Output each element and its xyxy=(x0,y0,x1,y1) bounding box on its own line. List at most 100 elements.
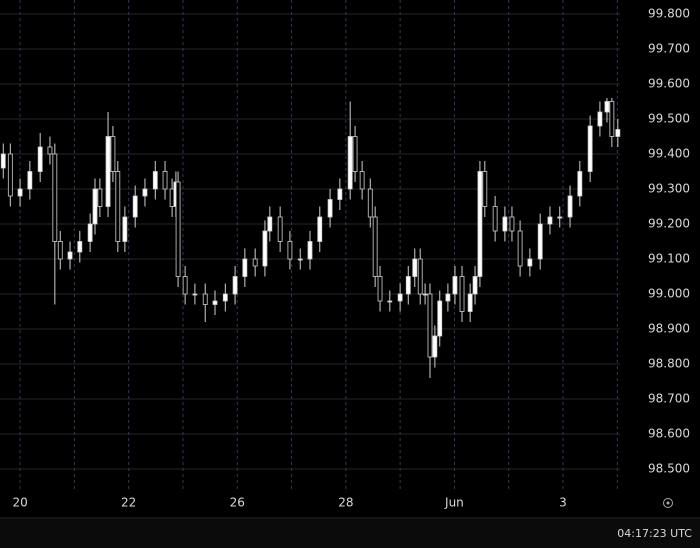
candle-body xyxy=(422,293,428,296)
x-tick-label: 20 xyxy=(12,496,27,510)
candle-body xyxy=(577,171,583,197)
candle-body xyxy=(92,188,98,225)
candle-body xyxy=(0,153,6,169)
plot-area xyxy=(0,0,621,490)
candle-body xyxy=(397,293,403,302)
candle-body xyxy=(277,216,283,242)
status-time: 04:17:23 UTC xyxy=(617,527,692,540)
candle-body xyxy=(467,293,473,312)
y-tick-label: 98.600 xyxy=(648,427,690,441)
y-tick-label: 99.600 xyxy=(648,77,690,91)
candle-body xyxy=(202,293,208,305)
candle-body xyxy=(232,276,238,295)
candle-body xyxy=(587,125,593,172)
candle-body xyxy=(182,276,188,295)
candle-body xyxy=(459,276,465,312)
candle-body xyxy=(105,136,111,207)
y-tick-label: 99.100 xyxy=(648,252,690,266)
candle-body xyxy=(527,258,533,267)
candle-body xyxy=(267,216,273,232)
candle-body xyxy=(327,199,333,218)
x-tick-label: Jun xyxy=(444,496,464,510)
candle-body xyxy=(222,293,228,302)
candle-body xyxy=(132,195,138,218)
y-tick-label: 98.500 xyxy=(648,462,690,476)
candle-body xyxy=(387,300,393,303)
candle-body xyxy=(372,216,378,277)
y-tick-label: 99.800 xyxy=(648,7,690,21)
candle-body xyxy=(604,101,610,113)
candle-body xyxy=(110,136,116,172)
x-tick-label: 28 xyxy=(338,496,353,510)
candle-body xyxy=(412,258,418,277)
candle-body xyxy=(317,216,323,242)
candle-body xyxy=(502,216,508,232)
y-tick-label: 98.900 xyxy=(648,322,690,336)
candle-body xyxy=(57,241,63,260)
x-tick-label: 3 xyxy=(559,496,567,510)
candle-body xyxy=(537,223,543,260)
candle-body xyxy=(337,188,343,200)
candle-body xyxy=(367,188,373,218)
candle-body xyxy=(52,153,58,242)
candle-body xyxy=(252,258,258,267)
candle-body xyxy=(287,241,293,260)
candle-body xyxy=(87,223,93,242)
candle-body xyxy=(377,276,383,302)
y-tick-label: 99.200 xyxy=(648,217,690,231)
candle-body xyxy=(597,111,603,127)
x-tick-label: 26 xyxy=(230,496,245,510)
candle-body xyxy=(37,146,43,172)
status-bar xyxy=(0,519,700,548)
candle-body xyxy=(122,216,128,242)
candle-body xyxy=(67,251,73,260)
candle-body xyxy=(7,153,13,197)
candle-body xyxy=(477,171,483,277)
candle-body xyxy=(567,195,573,218)
candle-body xyxy=(352,136,358,172)
candle-body xyxy=(557,216,563,219)
candle-body xyxy=(262,230,268,267)
candle-body xyxy=(242,258,248,277)
candle-body xyxy=(615,129,621,137)
candle-body xyxy=(47,146,53,155)
candle-body xyxy=(169,188,175,207)
candle-body xyxy=(609,101,615,137)
y-tick-label: 99.700 xyxy=(648,42,690,56)
candle-body xyxy=(437,300,443,337)
candle-body xyxy=(97,188,103,207)
y-tick-label: 99.000 xyxy=(648,287,690,301)
candle-body xyxy=(77,241,83,253)
candle-body xyxy=(162,171,168,190)
y-tick-label: 98.700 xyxy=(648,392,690,406)
candle-body xyxy=(359,171,365,190)
candle-body xyxy=(27,171,33,190)
y-tick-label: 99.400 xyxy=(648,147,690,161)
candle-body xyxy=(192,293,198,296)
candle-body xyxy=(212,300,218,305)
candle-body xyxy=(115,171,121,242)
candle-body xyxy=(307,241,313,260)
y-tick-label: 98.800 xyxy=(648,357,690,371)
candle-body xyxy=(482,171,488,207)
candle-body xyxy=(472,276,478,295)
settings-icon[interactable] xyxy=(663,498,673,508)
candle-body xyxy=(142,188,148,197)
candle-body xyxy=(152,171,158,190)
candle-body xyxy=(427,293,433,358)
candle-body xyxy=(405,276,411,295)
x-tick-label: 22 xyxy=(121,496,136,510)
candle-body xyxy=(297,258,303,261)
y-tick-label: 99.500 xyxy=(648,112,690,126)
candle-body xyxy=(347,136,353,190)
candle-body xyxy=(452,276,458,295)
candle-body xyxy=(175,181,181,277)
candle-body xyxy=(445,293,451,302)
candle-body xyxy=(17,188,23,197)
candle-body xyxy=(492,206,498,232)
candle-body xyxy=(509,216,515,232)
candle-body xyxy=(517,230,523,267)
